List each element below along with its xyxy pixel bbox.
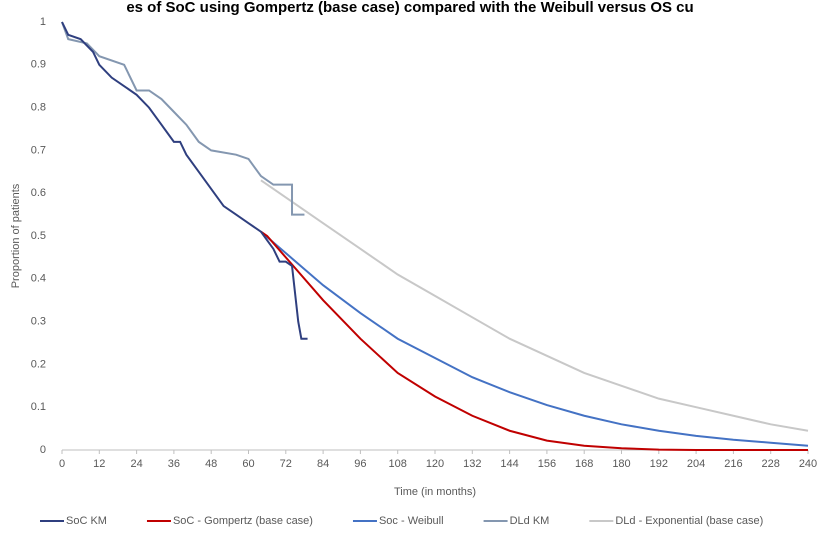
legend-label: DLd - Exponential (base case) [615,515,763,527]
y-tick-label: 0.1 [31,401,46,413]
legend-label: SoC - Gompertz (base case) [173,515,313,527]
x-tick-label: 132 [463,458,481,470]
y-tick-label: 0.2 [31,358,46,370]
y-axis-label: Proportion of patients [10,183,22,288]
x-tick-label: 156 [538,458,556,470]
x-tick-label: 108 [389,458,407,470]
x-tick-label: 12 [93,458,105,470]
x-tick-label: 192 [650,458,668,470]
legend-label: SoC KM [66,515,107,527]
x-tick-label: 204 [687,458,705,470]
series-line [61,21,305,216]
y-tick-label: 0.6 [31,187,46,199]
x-tick-label: 228 [762,458,780,470]
y-tick-label: 0.3 [31,316,46,328]
x-tick-label: 240 [799,458,817,470]
legend-label: DLd KM [510,515,550,527]
x-tick-label: 180 [612,458,630,470]
legend-label: Soc - Weibull [379,515,444,527]
x-tick-label: 84 [317,458,329,470]
y-tick-label: 0.9 [31,59,46,71]
series-line [61,21,308,340]
x-tick-label: 216 [724,458,742,470]
series-line [260,179,809,432]
y-tick-label: 1 [40,16,46,28]
x-tick-label: 48 [205,458,217,470]
x-tick-label: 60 [242,458,254,470]
x-tick-label: 36 [168,458,180,470]
y-tick-label: 0.4 [31,273,46,285]
x-axis-label: Time (in months) [394,486,476,498]
x-tick-label: 168 [575,458,593,470]
series-line [260,230,809,447]
x-tick-label: 0 [59,458,65,470]
x-tick-label: 72 [280,458,292,470]
x-tick-label: 144 [500,458,518,470]
x-tick-label: 96 [354,458,366,470]
x-tick-label: 24 [130,458,142,470]
x-tick-label: 120 [426,458,444,470]
y-tick-label: 0 [40,444,46,456]
y-tick-label: 0.5 [31,230,46,242]
y-tick-label: 0.8 [31,102,46,114]
y-tick-label: 0.7 [31,144,46,156]
chart-title: es of SoC using Gompertz (base case) com… [126,0,693,16]
series-line [260,230,808,451]
